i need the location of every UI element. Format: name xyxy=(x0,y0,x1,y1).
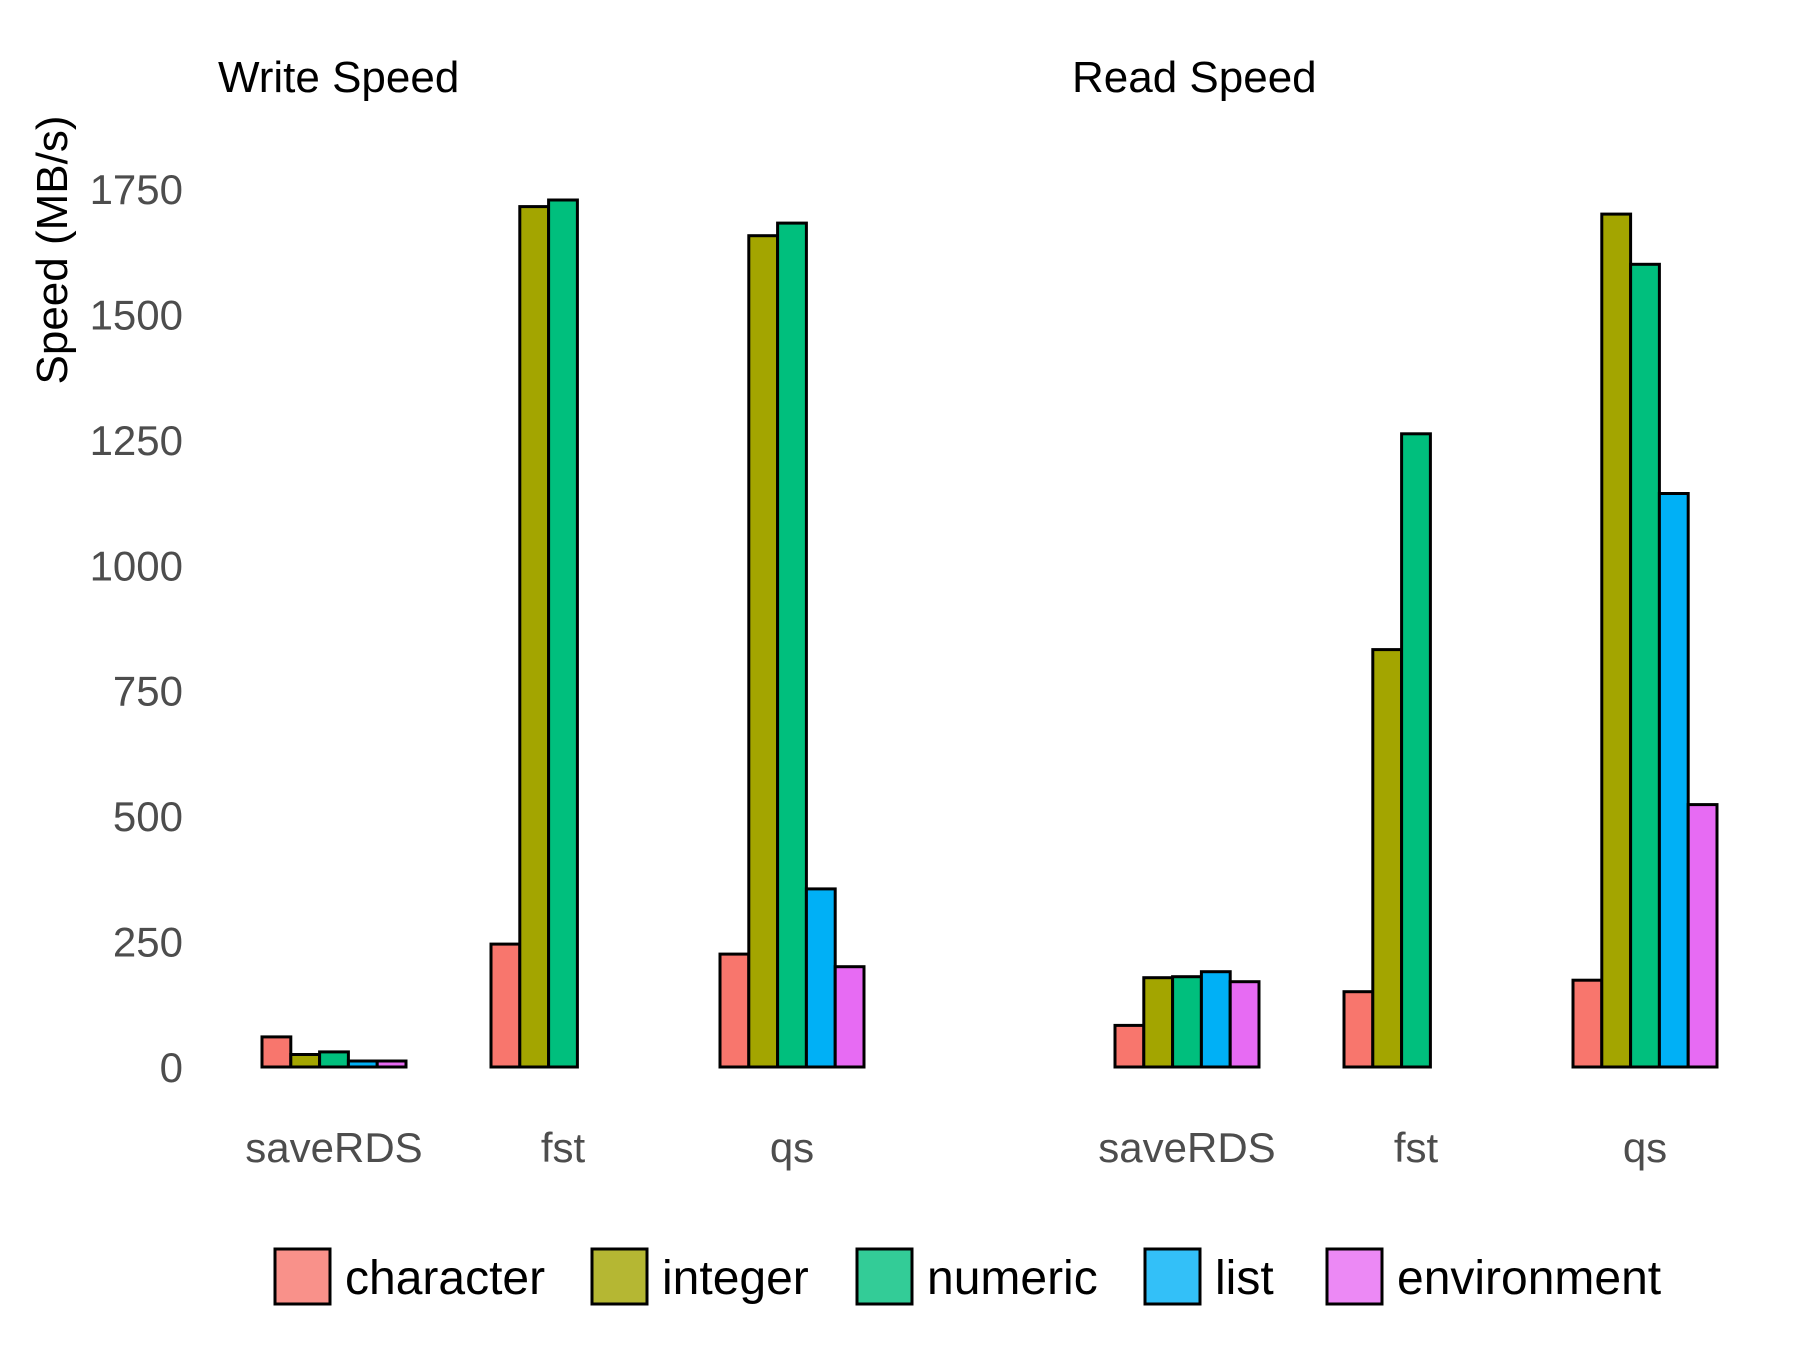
bar-0-saveRDS-numeric xyxy=(318,1050,350,1069)
bar-0-qs-character xyxy=(718,952,751,1069)
legend-label-environment: environment xyxy=(1397,1252,1661,1305)
legend-label-character: character xyxy=(345,1252,545,1305)
y-tick-label: 1000 xyxy=(90,542,183,589)
bars xyxy=(260,198,1719,1069)
bar-0-qs-list xyxy=(804,887,837,1069)
bar-1-qs-integer xyxy=(1600,212,1633,1069)
y-tick-label: 1750 xyxy=(90,166,183,213)
bar-0-fst-integer xyxy=(518,205,551,1069)
legend-label-numeric: numeric xyxy=(927,1252,1098,1305)
bar-0-qs-numeric xyxy=(776,221,808,1069)
bar-1-fst-character xyxy=(1342,990,1375,1069)
bar-1-qs-environment xyxy=(1686,803,1719,1069)
legend-key-character xyxy=(273,1247,332,1306)
bar-0-qs-environment xyxy=(833,965,866,1069)
bar-1-fst-numeric xyxy=(1400,432,1432,1069)
y-tick-label: 1250 xyxy=(90,417,183,464)
category-label: fst xyxy=(1394,1124,1439,1171)
legend-label-integer: integer xyxy=(662,1252,809,1305)
y-tick-label: 0 xyxy=(160,1044,183,1091)
bar-1-saveRDS-environment xyxy=(1228,980,1261,1069)
panel-title-read: Read Speed xyxy=(1072,53,1317,102)
panel-title-write: Write Speed xyxy=(218,53,459,102)
y-tick-label: 750 xyxy=(113,668,183,715)
bar-1-saveRDS-character xyxy=(1113,1023,1146,1069)
y-axis-title: Speed (MB/s) xyxy=(28,116,77,385)
y-axis-ticks: 0 250 500 750 1000 1250 1500 1750 xyxy=(90,166,183,1091)
bar-0-saveRDS-character xyxy=(260,1035,293,1069)
bar-0-saveRDS-integer xyxy=(289,1053,322,1069)
bar-1-saveRDS-numeric xyxy=(1171,975,1203,1069)
y-tick-label: 500 xyxy=(113,793,183,840)
bar-0-fst-numeric xyxy=(547,198,579,1069)
bar-0-fst-character xyxy=(489,942,522,1069)
y-tick-label: 250 xyxy=(113,919,183,966)
bar-1-saveRDS-list xyxy=(1199,970,1232,1069)
category-label: fst xyxy=(541,1124,586,1171)
bar-1-qs-list xyxy=(1657,492,1690,1069)
bar-1-saveRDS-integer xyxy=(1142,976,1175,1069)
bar-0-saveRDS-list xyxy=(346,1059,379,1069)
legend-key-environment xyxy=(1325,1247,1384,1306)
legend-key-list xyxy=(1143,1247,1202,1306)
category-label: qs xyxy=(770,1124,814,1171)
y-tick-label: 1500 xyxy=(90,291,183,338)
bar-1-fst-integer xyxy=(1371,648,1404,1069)
category-label: saveRDS xyxy=(1098,1124,1275,1171)
bar-0-qs-integer xyxy=(747,234,780,1069)
legend-key-integer xyxy=(590,1247,649,1306)
legend: character integer numeric list environment xyxy=(273,1247,1661,1306)
category-label: saveRDS xyxy=(245,1124,422,1171)
category-label: qs xyxy=(1623,1124,1667,1171)
bar-1-qs-character xyxy=(1571,978,1604,1069)
legend-key-numeric xyxy=(855,1247,914,1306)
bar-0-saveRDS-environment xyxy=(375,1059,408,1069)
bar-1-qs-numeric xyxy=(1629,262,1661,1069)
category-labels: saveRDS fst qs saveRDS fst qs xyxy=(245,1124,1667,1171)
legend-label-list: list xyxy=(1215,1252,1274,1305)
